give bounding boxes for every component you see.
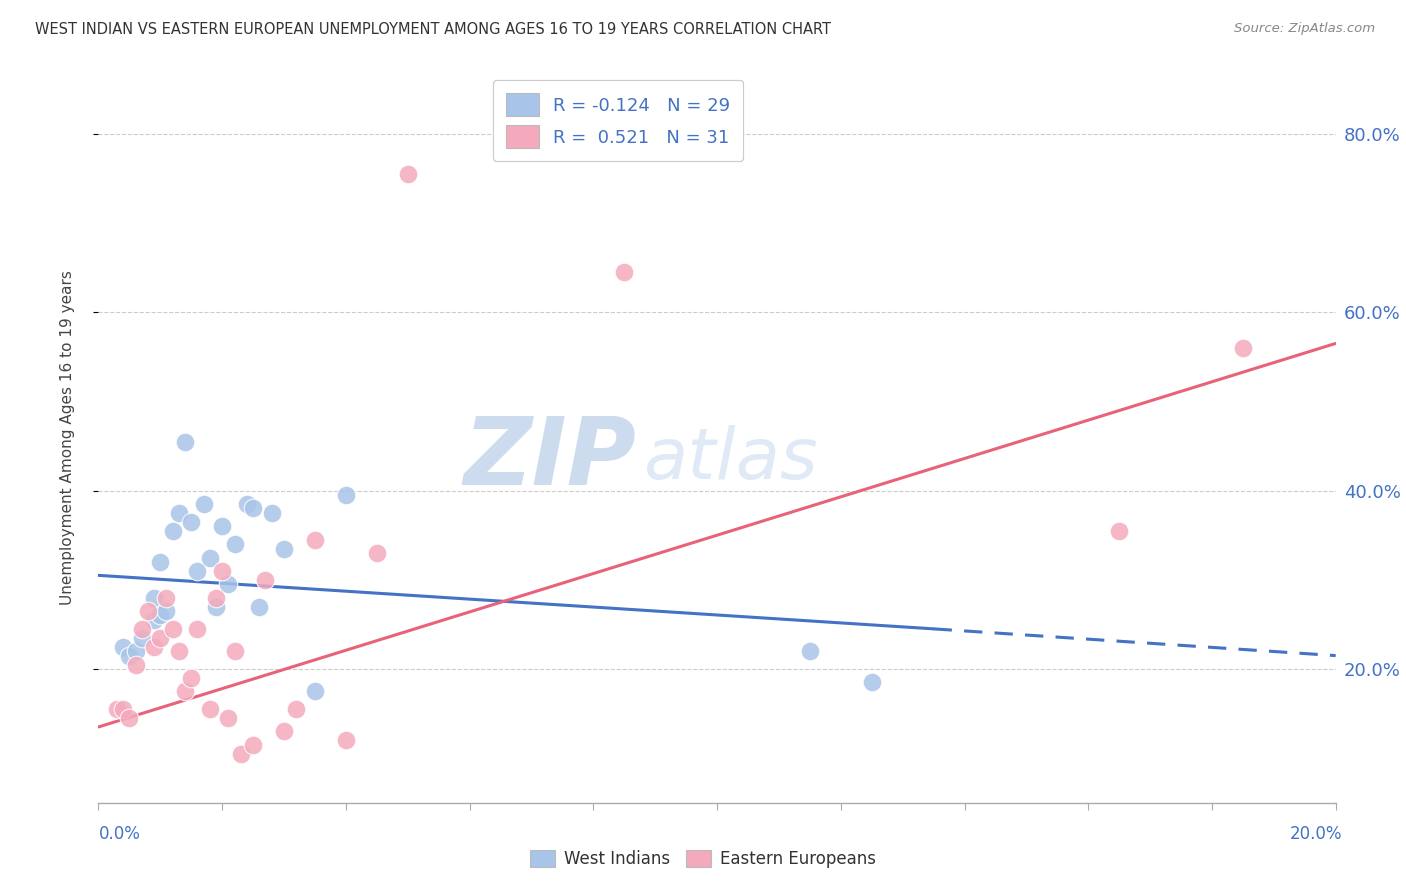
Point	[186, 564, 208, 578]
Point	[285, 702, 308, 716]
Point	[799, 644, 821, 658]
Point	[242, 738, 264, 752]
Point	[396, 167, 419, 181]
Point	[124, 657, 146, 672]
Point	[1108, 524, 1130, 538]
Point	[155, 604, 177, 618]
Point	[112, 702, 135, 716]
Point	[149, 608, 172, 623]
Legend: R = -0.124   N = 29, R =  0.521   N = 31: R = -0.124 N = 29, R = 0.521 N = 31	[494, 80, 742, 161]
Point	[236, 497, 259, 511]
Text: 0.0%: 0.0%	[98, 825, 141, 843]
Point	[217, 711, 239, 725]
Point	[224, 644, 246, 658]
Point	[304, 684, 326, 698]
Y-axis label: Unemployment Among Ages 16 to 19 years: Unemployment Among Ages 16 to 19 years	[60, 269, 75, 605]
Point	[211, 564, 233, 578]
Point	[118, 711, 141, 725]
Point	[198, 550, 221, 565]
Point	[149, 555, 172, 569]
Legend: West Indians, Eastern Europeans: West Indians, Eastern Europeans	[523, 843, 883, 875]
Point	[366, 546, 388, 560]
Point	[167, 644, 190, 658]
Point	[260, 506, 283, 520]
Point	[860, 675, 883, 690]
Point	[149, 631, 172, 645]
Point	[180, 671, 202, 685]
Point	[273, 541, 295, 556]
Point	[242, 501, 264, 516]
Text: Source: ZipAtlas.com: Source: ZipAtlas.com	[1234, 22, 1375, 36]
Point	[167, 506, 190, 520]
Text: atlas: atlas	[643, 425, 817, 493]
Point	[131, 631, 153, 645]
Point	[198, 702, 221, 716]
Text: WEST INDIAN VS EASTERN EUROPEAN UNEMPLOYMENT AMONG AGES 16 TO 19 YEARS CORRELATI: WEST INDIAN VS EASTERN EUROPEAN UNEMPLOY…	[35, 22, 831, 37]
Point	[136, 604, 159, 618]
Point	[118, 648, 141, 663]
Point	[254, 573, 277, 587]
Point	[143, 591, 166, 605]
Point	[273, 724, 295, 739]
Point	[205, 591, 228, 605]
Point	[143, 640, 166, 654]
Point	[335, 733, 357, 747]
Text: 20.0%: 20.0%	[1291, 825, 1343, 843]
Point	[186, 622, 208, 636]
Point	[180, 515, 202, 529]
Point	[162, 622, 184, 636]
Point	[205, 599, 228, 614]
Point	[174, 684, 197, 698]
Point	[224, 537, 246, 551]
Point	[112, 640, 135, 654]
Point	[131, 622, 153, 636]
Point	[335, 488, 357, 502]
Point	[143, 613, 166, 627]
Point	[105, 702, 128, 716]
Point	[162, 524, 184, 538]
Point	[217, 577, 239, 591]
Point	[613, 265, 636, 279]
Point	[229, 747, 252, 761]
Point	[211, 519, 233, 533]
Point	[304, 533, 326, 547]
Point	[1232, 341, 1254, 355]
Point	[247, 599, 270, 614]
Text: ZIP: ZIP	[464, 413, 637, 505]
Point	[193, 497, 215, 511]
Point	[155, 591, 177, 605]
Point	[174, 434, 197, 449]
Point	[124, 644, 146, 658]
